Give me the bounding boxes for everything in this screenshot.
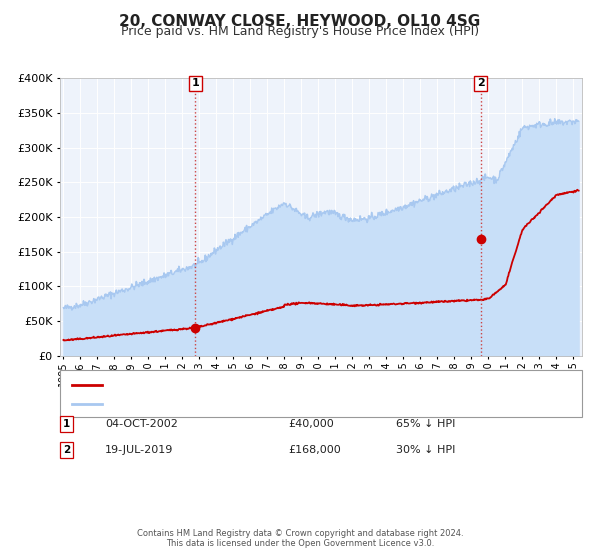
Text: 2: 2 xyxy=(63,445,70,455)
Text: £168,000: £168,000 xyxy=(288,445,341,455)
Text: 1: 1 xyxy=(63,419,70,429)
Text: Contains HM Land Registry data © Crown copyright and database right 2024.: Contains HM Land Registry data © Crown c… xyxy=(137,529,463,538)
Text: 30% ↓ HPI: 30% ↓ HPI xyxy=(396,445,455,455)
Text: £40,000: £40,000 xyxy=(288,419,334,429)
Text: 1: 1 xyxy=(191,78,199,88)
Text: 2: 2 xyxy=(477,78,485,88)
Text: This data is licensed under the Open Government Licence v3.0.: This data is licensed under the Open Gov… xyxy=(166,539,434,548)
Text: HPI: Average price, detached house, Rochdale: HPI: Average price, detached house, Roch… xyxy=(111,399,352,409)
Text: 04-OCT-2002: 04-OCT-2002 xyxy=(105,419,178,429)
Text: 65% ↓ HPI: 65% ↓ HPI xyxy=(396,419,455,429)
Text: Price paid vs. HM Land Registry's House Price Index (HPI): Price paid vs. HM Land Registry's House … xyxy=(121,25,479,38)
Text: 20, CONWAY CLOSE, HEYWOOD, OL10 4SG (detached house): 20, CONWAY CLOSE, HEYWOOD, OL10 4SG (det… xyxy=(111,380,429,390)
Text: 20, CONWAY CLOSE, HEYWOOD, OL10 4SG: 20, CONWAY CLOSE, HEYWOOD, OL10 4SG xyxy=(119,14,481,29)
Text: 19-JUL-2019: 19-JUL-2019 xyxy=(105,445,173,455)
